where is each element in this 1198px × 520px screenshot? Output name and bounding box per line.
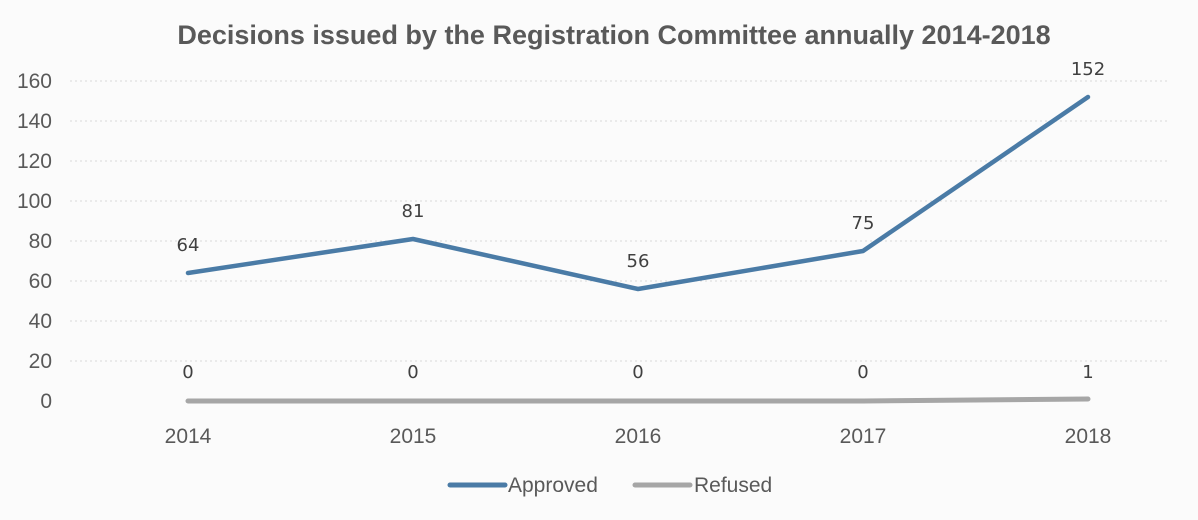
y-tick-label: 20 xyxy=(29,350,52,373)
y-tick-label: 160 xyxy=(17,70,52,93)
data-label-approved: 152 xyxy=(1071,59,1105,80)
x-tick-label: 2017 xyxy=(840,425,887,448)
legend: Approved Refused xyxy=(447,474,772,497)
y-tick-label: 60 xyxy=(29,270,52,293)
data-label-refused: 0 xyxy=(407,362,418,383)
x-tick-label: 2014 xyxy=(165,425,212,448)
data-label-refused: 0 xyxy=(182,362,193,383)
chart-title: Decisions issued by the Registration Com… xyxy=(177,20,1050,50)
data-label-refused: 0 xyxy=(857,362,868,383)
y-tick-label: 80 xyxy=(29,230,52,253)
x-tick-label: 2016 xyxy=(615,425,662,448)
data-label-approved: 56 xyxy=(627,251,650,272)
legend-label-refused: Refused xyxy=(694,474,772,497)
y-tick-label: 100 xyxy=(17,190,52,213)
y-tick-label: 140 xyxy=(17,110,52,133)
y-axis-ticks: 0 20 40 60 80 100 120 140 160 xyxy=(17,70,52,413)
data-label-approved: 64 xyxy=(177,235,200,256)
data-label-refused: 1 xyxy=(1082,362,1093,383)
legend-label-approved: Approved xyxy=(508,474,598,497)
data-label-approved: 81 xyxy=(402,201,425,222)
data-labels: 64 81 56 75 152 0 0 0 0 1 xyxy=(177,59,1106,383)
series-lines xyxy=(185,94,1091,404)
x-axis-ticks: 2014 2015 2016 2017 2018 xyxy=(165,425,1112,448)
data-label-approved: 75 xyxy=(852,213,875,234)
series-line-refused xyxy=(185,396,1091,404)
series-line-approved xyxy=(185,94,1091,292)
gridlines xyxy=(70,80,1170,362)
y-tick-label: 120 xyxy=(17,150,52,173)
x-tick-label: 2015 xyxy=(390,425,437,448)
y-tick-label: 0 xyxy=(40,390,52,413)
x-tick-label: 2018 xyxy=(1065,425,1112,448)
y-tick-label: 40 xyxy=(29,310,52,333)
data-label-refused: 0 xyxy=(632,362,643,383)
